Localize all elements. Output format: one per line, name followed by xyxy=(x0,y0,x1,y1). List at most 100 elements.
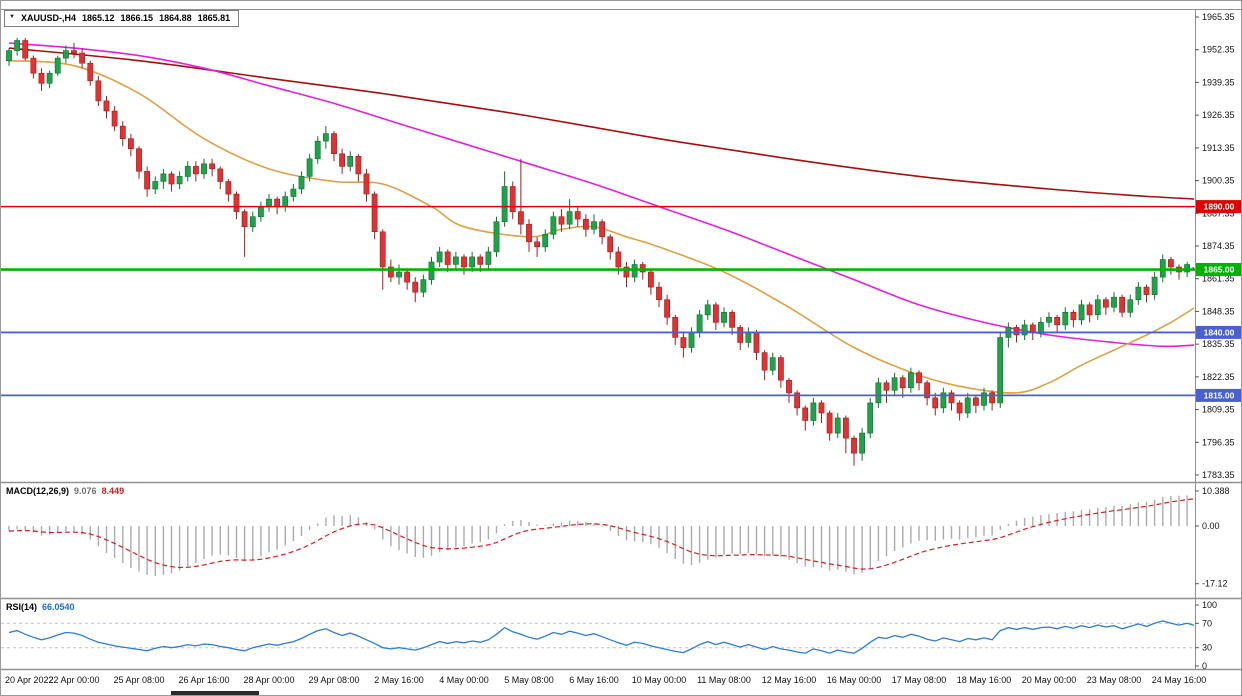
candle-body xyxy=(729,311,735,328)
candle-body xyxy=(266,198,272,207)
time-axis-label: 17 May 08:00 xyxy=(892,675,947,685)
chart-dropdown-icon[interactable]: ▼ xyxy=(9,14,15,20)
candle-body xyxy=(607,236,614,253)
candle-body xyxy=(558,216,565,225)
candle-body xyxy=(152,181,159,190)
candle-body xyxy=(290,188,297,197)
candle-body xyxy=(509,186,516,213)
candle-body xyxy=(818,402,825,414)
candle-body xyxy=(1103,299,1109,308)
candle-body xyxy=(168,173,175,185)
macd-axis-label: 10.388 xyxy=(1202,486,1230,496)
price-axis[interactable]: 1965.35 1952.35 1939.35 1926.35 1913.35 1900.… xyxy=(1195,12,1242,480)
macd-axis-label: -17.12 xyxy=(1202,579,1228,589)
candle-body xyxy=(680,337,687,348)
candle-body xyxy=(712,304,719,323)
horizontal-scrollbar-thumb[interactable] xyxy=(171,691,259,696)
candle-body xyxy=(322,133,329,142)
candle-body xyxy=(469,256,475,268)
candle-body xyxy=(1021,324,1028,336)
candle-body xyxy=(485,251,492,265)
price-axis-label: 1861.35 xyxy=(1202,274,1235,284)
candle-body xyxy=(704,304,711,316)
time-axis-label: 29 Apr 08:00 xyxy=(308,675,359,685)
candle-body xyxy=(1070,311,1077,321)
candle-body xyxy=(591,221,597,230)
price-level-tag: 1815.00 xyxy=(1196,388,1241,402)
candle-body xyxy=(932,397,939,409)
candle-body xyxy=(1094,299,1101,316)
candle-body xyxy=(1111,296,1117,308)
price-levels xyxy=(1,205,1195,397)
macd-indicator-name: MACD(12,26,9) xyxy=(6,486,70,496)
candle-body xyxy=(566,211,573,225)
ohlc-high: 1866.15 xyxy=(120,13,154,23)
candle-body xyxy=(461,256,467,268)
candle-body xyxy=(745,332,752,343)
candle-body xyxy=(972,397,979,406)
symbol-ohlc-box[interactable]: ▼ XAUUSD-,H4 1865.12 1866.15 1864.88 186… xyxy=(4,10,240,27)
rsi-indicator-name: RSI(14) xyxy=(6,602,38,612)
price-axis-label: 1900.35 xyxy=(1202,176,1235,186)
candle-body xyxy=(144,171,150,190)
candle-body xyxy=(62,50,69,59)
candle-body xyxy=(615,251,622,268)
candle-body xyxy=(834,417,841,434)
candle-body xyxy=(477,256,484,265)
candle-body xyxy=(314,140,321,160)
price-axis-label: 1913.35 xyxy=(1202,143,1235,153)
macd-signal-line xyxy=(8,498,1194,570)
time-axis-label: 5 May 08:00 xyxy=(504,675,554,685)
candle-body xyxy=(193,166,199,175)
candle-body xyxy=(184,166,191,177)
candle-body xyxy=(46,72,53,84)
candle-body xyxy=(160,173,167,182)
candle-body xyxy=(916,372,922,384)
candle-body xyxy=(582,218,589,230)
candle-body xyxy=(111,110,118,127)
candle-body xyxy=(241,211,248,228)
rsi-axis[interactable]: 100 70 30 0 xyxy=(1195,600,1217,671)
price-axis-label: 1783.35 xyxy=(1202,470,1235,480)
time-axis-label: 26 Apr 16:00 xyxy=(178,675,229,685)
time-axis-label: 11 May 08:00 xyxy=(697,675,751,685)
candle-body xyxy=(209,163,215,170)
macd-pane xyxy=(8,495,1194,576)
price-axis-label: 1822.35 xyxy=(1202,372,1235,382)
candle-body xyxy=(542,234,549,248)
candle-body xyxy=(436,251,443,263)
time-axis-label: 10 May 00:00 xyxy=(632,675,687,685)
candle-body xyxy=(907,372,914,389)
svg-text:1815.00: 1815.00 xyxy=(1204,390,1235,400)
candle-body xyxy=(899,377,906,389)
candle-body xyxy=(1127,299,1134,313)
candle-body xyxy=(1086,304,1093,316)
price-level-tag: 1890.00 xyxy=(1196,200,1241,214)
time-axis-label: 24 May 16:00 xyxy=(1152,675,1207,685)
candle-body xyxy=(396,271,402,278)
candle-body xyxy=(379,231,386,268)
macd-axis[interactable]: 10.388 0.00 -17.12 xyxy=(1195,486,1230,589)
rsi-value: 66.0540 xyxy=(42,602,75,612)
svg-text:1840.00: 1840.00 xyxy=(1204,327,1235,337)
ohlc-close: 1865.81 xyxy=(197,13,231,23)
price-axis-label: 1952.35 xyxy=(1202,45,1235,55)
candle-body xyxy=(387,266,394,278)
time-axis-label: 22 Apr 00:00 xyxy=(48,675,99,685)
candle-body xyxy=(201,163,207,175)
candle-body xyxy=(940,392,947,409)
rsi-axis-label: 70 xyxy=(1202,618,1212,628)
candle-body xyxy=(883,382,890,391)
time-axis-label: 12 May 16:00 xyxy=(762,675,817,685)
price-axis-label: 1926.35 xyxy=(1202,110,1235,120)
svg-text:1865.00: 1865.00 xyxy=(1204,265,1235,275)
candle-body xyxy=(14,40,20,51)
price-level-tag: 1865.00 xyxy=(1196,263,1241,276)
candle-body xyxy=(997,337,1004,404)
candle-body xyxy=(1046,316,1052,323)
candle-body xyxy=(956,402,963,414)
candle-body xyxy=(981,392,987,406)
candle-body xyxy=(119,125,126,139)
